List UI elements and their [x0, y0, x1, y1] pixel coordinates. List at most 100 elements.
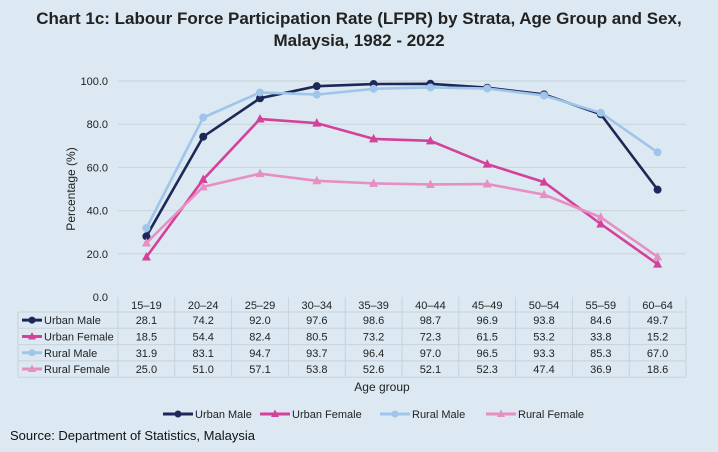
data-point — [312, 118, 322, 127]
table-cell: 96.4 — [363, 348, 384, 360]
table-cell: 18.5 — [136, 331, 157, 343]
table-row-label: Rural Male — [44, 348, 97, 360]
legend-label: Rural Male — [412, 409, 465, 421]
table-cell: 18.6 — [647, 364, 668, 376]
data-point — [198, 181, 208, 191]
data-point — [653, 259, 663, 268]
y-tick-label: 20.0 — [87, 249, 108, 261]
table-cell: 93.8 — [533, 315, 554, 327]
table-cell: 82.4 — [249, 331, 270, 343]
table-cell: 85.3 — [590, 348, 611, 360]
table-cell: 97.6 — [306, 315, 327, 327]
data-point — [596, 212, 606, 221]
data-point — [653, 148, 662, 157]
table-cell: 15.2 — [647, 331, 668, 343]
table-cell: 52.6 — [363, 364, 384, 376]
data-point — [596, 108, 605, 117]
data-point — [426, 83, 435, 92]
table-cell: 96.5 — [476, 348, 497, 360]
y-tick-label: 80.0 — [87, 119, 108, 131]
data-point — [391, 410, 399, 418]
table-cell: 98.7 — [420, 315, 441, 327]
y-tick-label: 60.0 — [87, 162, 108, 174]
series-line — [145, 172, 659, 258]
data-point — [28, 349, 36, 357]
data-point — [596, 218, 606, 228]
y-tick-label: 40.0 — [87, 206, 108, 218]
table-cell: 33.8 — [590, 331, 611, 343]
x-tick-label: 60–64 — [642, 300, 673, 312]
legend-label: Urban Female — [292, 409, 362, 421]
table-cell: 72.3 — [420, 331, 441, 343]
legend-label: Rural Female — [518, 409, 584, 421]
table-cell: 97.0 — [420, 348, 441, 360]
data-point — [539, 177, 549, 186]
table-cell: 25.0 — [136, 364, 157, 376]
table-cell: 93.7 — [306, 348, 327, 360]
y-tick-label: 0.0 — [93, 292, 108, 304]
data-point — [482, 179, 492, 188]
table-cell: 49.7 — [647, 315, 668, 327]
data-point — [540, 91, 548, 100]
table-cell: 53.2 — [533, 331, 554, 343]
legend-item: Urban Male — [163, 409, 252, 421]
table-cell: 67.0 — [647, 348, 668, 360]
data-point — [312, 82, 321, 91]
table-row-label: Rural Female — [44, 364, 110, 376]
series-line — [145, 117, 659, 266]
table-cell: 53.8 — [306, 364, 327, 376]
table-cell: 92.0 — [249, 315, 270, 327]
data-point — [369, 84, 378, 93]
chart-title-line2: Malaysia, 1982 - 2022 — [273, 31, 445, 50]
table-cell: 96.9 — [476, 315, 497, 327]
x-tick-label: 25–29 — [245, 300, 276, 312]
x-axis-label: Age group — [354, 380, 410, 394]
x-tick-label: 45–49 — [472, 300, 503, 312]
data-point — [425, 135, 435, 145]
x-tick-label: 15–19 — [131, 300, 162, 312]
table-cell: 80.5 — [306, 331, 327, 343]
table-cell: 57.1 — [249, 364, 270, 376]
x-tick-label: 35–39 — [358, 300, 389, 312]
table-cell: 47.4 — [533, 364, 554, 376]
y-axis-label: Percentage (%) — [64, 147, 78, 230]
table-row-label: Urban Female — [44, 331, 114, 343]
x-tick-label: 50–54 — [529, 300, 560, 312]
table-cell: 98.6 — [363, 315, 384, 327]
table-cell: 61.5 — [476, 331, 497, 343]
table-cell: 74.2 — [192, 315, 213, 327]
table-cell: 84.6 — [590, 315, 611, 327]
data-point — [256, 88, 264, 97]
source-note: Source: Department of Statistics, Malays… — [10, 428, 255, 443]
series-rural-male — [142, 83, 662, 233]
data-point — [271, 409, 279, 417]
data-point — [141, 252, 151, 261]
data-point — [142, 232, 151, 241]
legend-item: Rural Male — [380, 409, 465, 421]
table-cell: 54.4 — [192, 331, 213, 343]
series-line — [145, 86, 659, 229]
table-cell: 36.9 — [590, 364, 611, 376]
table-cell: 93.3 — [533, 348, 554, 360]
x-tick-label: 40–44 — [415, 300, 446, 312]
data-point — [312, 90, 321, 99]
legend-label: Urban Male — [195, 409, 252, 421]
data-point — [199, 132, 208, 141]
data-point — [255, 168, 265, 178]
legend-item: Urban Female — [260, 409, 362, 421]
table-cell: 52.3 — [476, 364, 497, 376]
data-point — [255, 114, 265, 123]
data-point — [312, 175, 322, 185]
series-urban-female — [141, 114, 663, 268]
data-point — [174, 410, 182, 418]
x-tick-label: 55–59 — [586, 300, 617, 312]
data-point — [142, 224, 151, 233]
data-point — [497, 409, 505, 417]
data-point — [141, 238, 151, 247]
data-point — [28, 364, 36, 373]
data-point — [369, 178, 379, 187]
data-point — [483, 84, 492, 93]
legend-item: Rural Female — [486, 409, 584, 421]
data-point — [653, 251, 663, 261]
